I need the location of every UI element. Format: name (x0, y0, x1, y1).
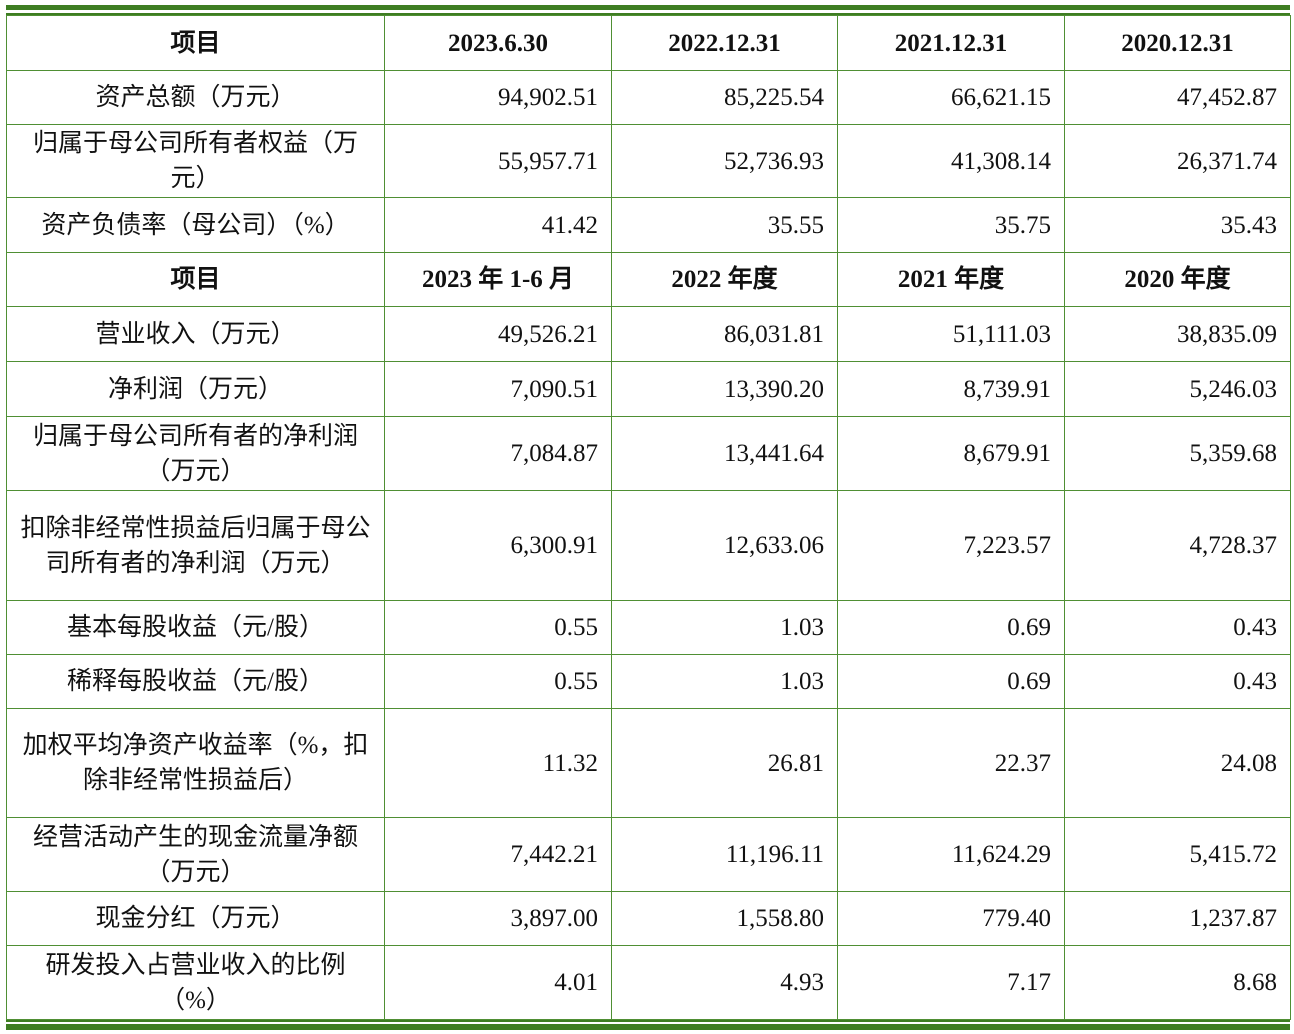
cell-value: 0.55 (384, 654, 612, 709)
cell-value: 4.01 (384, 945, 612, 1020)
cell-value: 8.68 (1064, 945, 1291, 1020)
cell-value: 5,415.72 (1064, 817, 1291, 892)
cell-value: 1,558.80 (611, 891, 838, 946)
header-cell: 2020.12.31 (1064, 15, 1291, 71)
header-cell: 2021.12.31 (837, 15, 1065, 71)
row-label: 稀释每股收益（元/股） (6, 654, 385, 709)
cell-value: 7,223.57 (837, 490, 1065, 601)
cell-value: 779.40 (837, 891, 1065, 946)
top-thin-rule (6, 13, 1290, 15)
cell-value: 0.69 (837, 600, 1065, 655)
cell-value: 22.37 (837, 708, 1065, 818)
table-row: 净利润（万元） 7,090.51 13,390.20 8,739.91 5,24… (6, 361, 1291, 417)
cell-value: 24.08 (1064, 708, 1291, 818)
cell-value: 11,624.29 (837, 817, 1065, 892)
header-cell: 2020 年度 (1064, 252, 1291, 307)
cell-value: 11,196.11 (611, 817, 838, 892)
header-row-income: 项目 2023 年 1-6 月 2022 年度 2021 年度 2020 年度 (6, 252, 1291, 307)
cell-value: 0.43 (1064, 654, 1291, 709)
cell-value: 26,371.74 (1064, 124, 1291, 198)
table-row: 研发投入占营业收入的比例（%） 4.01 4.93 7.17 8.68 (6, 945, 1291, 1020)
cell-value: 0.69 (837, 654, 1065, 709)
cell-value: 1,237.87 (1064, 891, 1291, 946)
row-label: 经营活动产生的现金流量净额（万元） (6, 817, 385, 892)
bottom-thick-rule (6, 1024, 1290, 1030)
cell-value: 49,526.21 (384, 306, 612, 362)
cell-value: 51,111.03 (837, 306, 1065, 362)
cell-value: 11.32 (384, 708, 612, 818)
row-label: 加权平均净资产收益率（%，扣除非经常性损益后） (6, 708, 385, 818)
table-row: 现金分红（万元） 3,897.00 1,558.80 779.40 1,237.… (6, 891, 1291, 946)
table-row: 稀释每股收益（元/股） 0.55 1.03 0.69 0.43 (6, 654, 1291, 709)
header-cell: 2022 年度 (611, 252, 838, 307)
cell-value: 41.42 (384, 197, 612, 253)
cell-value: 55,957.71 (384, 124, 612, 198)
table-row: 归属于母公司所有者的净利润（万元） 7,084.87 13,441.64 8,6… (6, 416, 1291, 491)
row-label: 营业收入（万元） (6, 306, 385, 362)
row-label: 归属于母公司所有者权益（万元） (6, 124, 385, 198)
cell-value: 6,300.91 (384, 490, 612, 601)
row-label: 资产负债率（母公司）（%） (6, 197, 385, 253)
cell-value: 86,031.81 (611, 306, 838, 362)
row-label: 净利润（万元） (6, 361, 385, 417)
header-cell: 2023 年 1-6 月 (384, 252, 612, 307)
table-row: 经营活动产生的现金流量净额（万元） 7,442.21 11,196.11 11,… (6, 817, 1291, 892)
cell-value: 1.03 (611, 654, 838, 709)
cell-value: 12,633.06 (611, 490, 838, 601)
cell-value: 85,225.54 (611, 70, 838, 125)
cell-value: 41,308.14 (837, 124, 1065, 198)
row-label: 现金分红（万元） (6, 891, 385, 946)
row-label: 归属于母公司所有者的净利润（万元） (6, 416, 385, 491)
row-label: 基本每股收益（元/股） (6, 600, 385, 655)
header-row-balance: 项目 2023.6.30 2022.12.31 2021.12.31 2020.… (6, 15, 1291, 71)
cell-value: 7,442.21 (384, 817, 612, 892)
cell-value: 5,359.68 (1064, 416, 1291, 491)
cell-value: 13,390.20 (611, 361, 838, 417)
cell-value: 0.43 (1064, 600, 1291, 655)
cell-value: 7,084.87 (384, 416, 612, 491)
top-thick-rule (6, 5, 1290, 10)
cell-value: 35.43 (1064, 197, 1291, 253)
cell-value: 7.17 (837, 945, 1065, 1020)
header-cell: 2022.12.31 (611, 15, 838, 71)
row-label: 扣除非经常性损益后归属于母公司所有者的净利润（万元） (6, 490, 385, 601)
cell-value: 4.93 (611, 945, 838, 1020)
cell-value: 0.55 (384, 600, 612, 655)
table-row: 归属于母公司所有者权益（万元） 55,957.71 52,736.93 41,3… (6, 124, 1291, 198)
cell-value: 52,736.93 (611, 124, 838, 198)
table-row: 营业收入（万元） 49,526.21 86,031.81 51,111.03 3… (6, 306, 1291, 362)
cell-value: 35.75 (837, 197, 1065, 253)
cell-value: 3,897.00 (384, 891, 612, 946)
cell-value: 47,452.87 (1064, 70, 1291, 125)
header-cell: 2023.6.30 (384, 15, 612, 71)
cell-value: 35.55 (611, 197, 838, 253)
cell-value: 4,728.37 (1064, 490, 1291, 601)
table-row: 资产负债率（母公司）（%） 41.42 35.55 35.75 35.43 (6, 197, 1291, 253)
header-cell: 项目 (6, 15, 385, 71)
cell-value: 5,246.03 (1064, 361, 1291, 417)
cell-value: 7,090.51 (384, 361, 612, 417)
cell-value: 13,441.64 (611, 416, 838, 491)
cell-value: 8,679.91 (837, 416, 1065, 491)
table-row: 基本每股收益（元/股） 0.55 1.03 0.69 0.43 (6, 600, 1291, 655)
header-cell: 项目 (6, 252, 385, 307)
header-cell: 2021 年度 (837, 252, 1065, 307)
cell-value: 66,621.15 (837, 70, 1065, 125)
cell-value: 26.81 (611, 708, 838, 818)
financial-summary-table: 项目 2023.6.30 2022.12.31 2021.12.31 2020.… (6, 15, 1291, 1020)
table-row: 加权平均净资产收益率（%，扣除非经常性损益后） 11.32 26.81 22.3… (6, 708, 1291, 818)
table-row: 扣除非经常性损益后归属于母公司所有者的净利润（万元） 6,300.91 12,6… (6, 490, 1291, 601)
cell-value: 8,739.91 (837, 361, 1065, 417)
cell-value: 38,835.09 (1064, 306, 1291, 362)
bottom-thin-rule (6, 1020, 1290, 1022)
cell-value: 94,902.51 (384, 70, 612, 125)
row-label: 资产总额（万元） (6, 70, 385, 125)
row-label: 研发投入占营业收入的比例（%） (6, 945, 385, 1020)
cell-value: 1.03 (611, 600, 838, 655)
table-row: 资产总额（万元） 94,902.51 85,225.54 66,621.15 4… (6, 70, 1291, 125)
